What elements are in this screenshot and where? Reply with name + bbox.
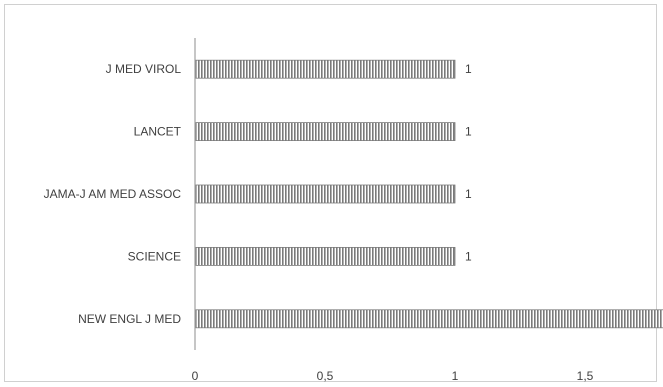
data-label-2: 1 bbox=[465, 187, 472, 201]
category-label-0: J MED VIROL bbox=[106, 62, 182, 76]
x-tick-label-0: 0 bbox=[192, 369, 199, 383]
bar-1 bbox=[195, 122, 456, 141]
plot-area: J MED VIROL 1 LANCET 1 JAMA-J AM MED ASSOC 1 S… bbox=[44, 38, 663, 383]
x-tick-label-2: 1 bbox=[452, 369, 459, 383]
bar-4 bbox=[195, 309, 663, 329]
x-tick-label-1: 0,5 bbox=[317, 369, 334, 383]
category-label-4: NEW ENGL J MED bbox=[78, 312, 181, 326]
data-label-0: 1 bbox=[465, 62, 472, 76]
category-label-2: JAMA-J AM MED ASSOC bbox=[44, 187, 182, 201]
x-tick-label-3: 1,5 bbox=[577, 369, 594, 383]
category-label-3: SCIENCE bbox=[128, 249, 181, 263]
data-label-1: 1 bbox=[465, 125, 472, 139]
data-label-3: 1 bbox=[465, 249, 472, 263]
bar-3 bbox=[195, 246, 456, 266]
bar-0 bbox=[195, 59, 456, 79]
bar-2 bbox=[195, 184, 456, 204]
category-label-1: LANCET bbox=[134, 125, 182, 139]
